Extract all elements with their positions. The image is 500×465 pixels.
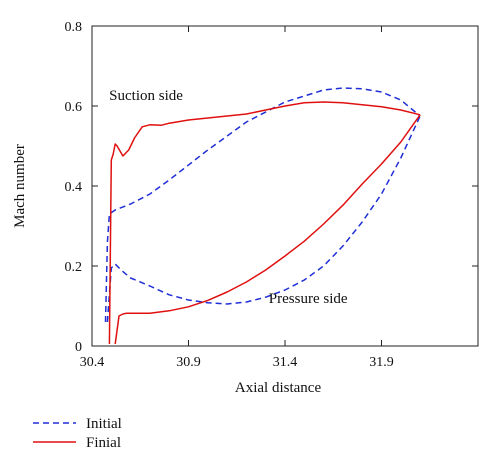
y-tick-label: 0.2 [65,260,83,275]
x-tick-label: 30.4 [80,355,105,370]
x-tick-label: 31.4 [273,355,298,370]
legend-label-finial: Finial [86,435,121,451]
annotation-label: Pressure side [269,291,348,307]
series-line-initial-pressure [106,115,421,323]
ticks-group: 30.4 30.9 31.4 31.9 0 0.2 0.4 0.6 0.8 [65,20,478,370]
x-axis-label: Axial distance [235,380,322,396]
annotation-label: Suction side [109,88,183,104]
annotations-group: Suction side Pressure side [109,88,348,307]
legend-label-initial: Initial [86,416,122,432]
x-tick-label: 30.9 [176,355,201,370]
series-line-finial-pressure [114,114,421,345]
y-tick-label: 0 [75,340,82,355]
y-tick-label: 0.8 [65,20,83,35]
series-line-initial-suction [104,87,421,323]
y-tick-label: 0.4 [65,180,83,195]
x-tick-label: 31.9 [369,355,394,370]
y-axis-label: Mach number [12,144,28,228]
series-line-finial-suction [108,101,421,345]
legend: Initial Finial [33,416,122,451]
y-tick-label: 0.6 [65,100,83,115]
series-group [104,87,421,345]
